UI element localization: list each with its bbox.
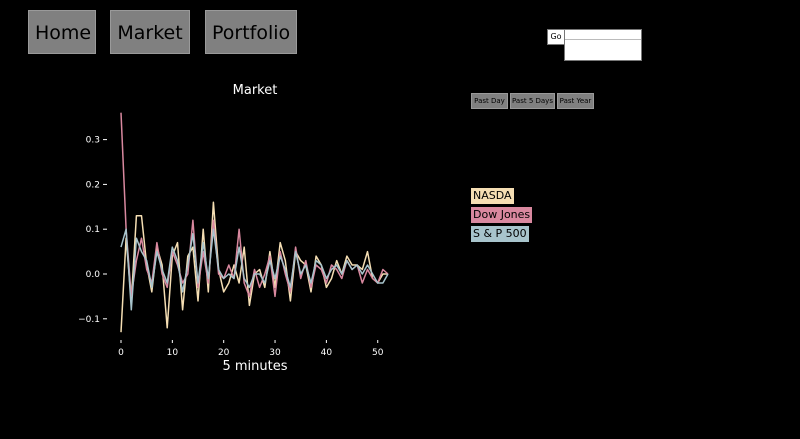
y-tick-label: 0.2 — [86, 180, 100, 190]
nav-portfolio-button[interactable]: Portfolio — [205, 10, 297, 54]
y-tick-label: 0.1 — [86, 225, 100, 235]
x-tick-label: 30 — [269, 348, 281, 358]
y-tick-label: 0.0 — [86, 270, 101, 280]
x-tick-label: 10 — [167, 348, 179, 358]
past-day-button[interactable]: Past Day — [471, 93, 508, 109]
search-divider — [565, 39, 641, 40]
chart-x-axis-label: 5 minutes — [222, 359, 287, 374]
nav-market-button[interactable]: Market — [110, 10, 190, 54]
nav-home-button[interactable]: Home — [28, 10, 96, 54]
search-input[interactable] — [564, 29, 642, 61]
y-tick-label: 0.3 — [86, 136, 100, 146]
series-line-s-p-500 — [120, 228, 389, 311]
past-5-days-button[interactable]: Past 5 Days — [510, 93, 555, 109]
series-line-dow-jones — [120, 112, 389, 298]
x-tick-label: 0 — [118, 348, 124, 358]
past-year-button[interactable]: Past Year — [557, 93, 594, 109]
x-tick-label: 50 — [372, 348, 384, 358]
legend-sp500: S & P 500 — [471, 226, 529, 242]
legend-dow-jones: Dow Jones — [471, 207, 533, 223]
chart-title: Market — [233, 83, 278, 98]
x-tick-label: 20 — [218, 348, 230, 358]
x-tick-label: 40 — [321, 348, 333, 358]
legend-nasdaq: NASDA — [471, 188, 514, 204]
y-tick-label: −0.1 — [78, 315, 100, 325]
